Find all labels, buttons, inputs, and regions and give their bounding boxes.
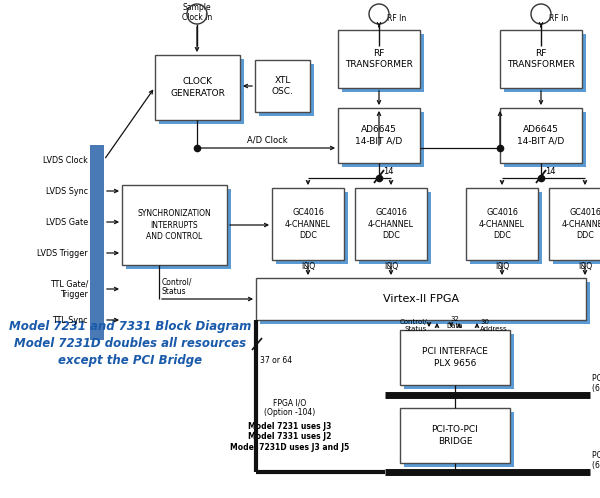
- Text: PCI INTERFACE
PLX 9656: PCI INTERFACE PLX 9656: [422, 347, 488, 368]
- Text: AD6645
14-BIT A/D: AD6645 14-BIT A/D: [355, 125, 403, 146]
- Text: LVDS Gate: LVDS Gate: [46, 218, 88, 227]
- Text: 14: 14: [383, 167, 394, 176]
- Text: I&Q: I&Q: [301, 262, 315, 271]
- Bar: [400, 408, 510, 463]
- Bar: [155, 55, 240, 120]
- Bar: [159, 59, 244, 124]
- Bar: [466, 188, 538, 260]
- Bar: [126, 189, 231, 269]
- Text: A/D Clock: A/D Clock: [247, 135, 287, 144]
- Text: XTL
OSC.: XTL OSC.: [272, 76, 293, 96]
- Bar: [359, 192, 431, 264]
- Bar: [272, 188, 344, 260]
- Text: CLOCK
GENERATOR: CLOCK GENERATOR: [170, 77, 225, 98]
- Bar: [259, 64, 314, 116]
- Text: PCI BUS
(64 Bits / 66 MHz): PCI BUS (64 Bits / 66 MHz): [592, 374, 600, 393]
- Text: I&Q: I&Q: [384, 262, 398, 271]
- Text: Model 7231 and 7331 Block Diagram
Model 7231D doubles all resources
except the P: Model 7231 and 7331 Block Diagram Model …: [9, 320, 251, 367]
- Text: TTL Gate/
Trigger: TTL Gate/ Trigger: [50, 279, 88, 299]
- Text: Sample
Clock In: Sample Clock In: [182, 3, 212, 22]
- Text: LVDS Sync: LVDS Sync: [46, 186, 88, 196]
- Text: RF
TRANSFORMER: RF TRANSFORMER: [507, 49, 575, 69]
- Bar: [400, 330, 510, 385]
- Text: Model 7231 uses J3
Model 7331 uses J2
Model 7231D uses J3 and J5: Model 7231 uses J3 Model 7331 uses J2 Mo…: [230, 422, 350, 452]
- Bar: [122, 185, 227, 265]
- Text: GC4016
4-CHANNEL
DDC: GC4016 4-CHANNEL DDC: [368, 208, 414, 240]
- Bar: [255, 60, 310, 112]
- Text: GC4016
4-CHANNEL
DDC: GC4016 4-CHANNEL DDC: [479, 208, 525, 240]
- Text: RF In: RF In: [549, 13, 568, 22]
- Bar: [338, 108, 420, 163]
- Bar: [355, 188, 427, 260]
- Text: FPGA I/O
(Option -104): FPGA I/O (Option -104): [265, 398, 316, 417]
- Text: 37 or 64: 37 or 64: [260, 356, 292, 365]
- Text: TTL Sync: TTL Sync: [52, 316, 88, 325]
- Bar: [504, 34, 586, 92]
- Text: LVDS Trigger: LVDS Trigger: [37, 249, 88, 257]
- Text: RF In: RF In: [387, 13, 406, 22]
- Text: Virtex-II FPGA: Virtex-II FPGA: [383, 294, 459, 304]
- Text: I&Q: I&Q: [578, 262, 592, 271]
- Text: GC4016
4-CHANNEL
DDC: GC4016 4-CHANNEL DDC: [562, 208, 600, 240]
- Text: LVDS Clock: LVDS Clock: [43, 155, 88, 164]
- Bar: [549, 188, 600, 260]
- Bar: [553, 192, 600, 264]
- Text: 30
Address: 30 Address: [480, 319, 508, 332]
- Text: Control/
Status: Control/ Status: [162, 277, 193, 296]
- Text: Control/
Status: Control/ Status: [400, 319, 427, 332]
- Text: RF
TRANSFORMER: RF TRANSFORMER: [345, 49, 413, 69]
- Text: AD6645
14-BIT A/D: AD6645 14-BIT A/D: [517, 125, 565, 146]
- Bar: [504, 112, 586, 167]
- Text: 14: 14: [545, 167, 556, 176]
- Bar: [404, 334, 514, 389]
- Bar: [276, 192, 348, 264]
- Bar: [338, 30, 420, 88]
- Text: PCI-TO-PCI
BRIDGE: PCI-TO-PCI BRIDGE: [431, 425, 478, 446]
- Bar: [470, 192, 542, 264]
- Bar: [404, 412, 514, 467]
- Bar: [342, 112, 424, 167]
- Text: SYNCHRONIZATION
INTERRUPTS
AND CONTROL: SYNCHRONIZATION INTERRUPTS AND CONTROL: [137, 209, 211, 241]
- Bar: [256, 278, 586, 320]
- Bar: [90, 145, 104, 340]
- Bar: [260, 282, 590, 324]
- Text: I&Q: I&Q: [495, 262, 509, 271]
- Text: GC4016
4-CHANNEL
DDC: GC4016 4-CHANNEL DDC: [285, 208, 331, 240]
- Bar: [500, 108, 582, 163]
- Bar: [342, 34, 424, 92]
- Text: PCI BUS
(64 Bits / 66 MHz): PCI BUS (64 Bits / 66 MHz): [592, 451, 600, 470]
- Bar: [500, 30, 582, 88]
- Text: 32
Data: 32 Data: [447, 316, 463, 329]
